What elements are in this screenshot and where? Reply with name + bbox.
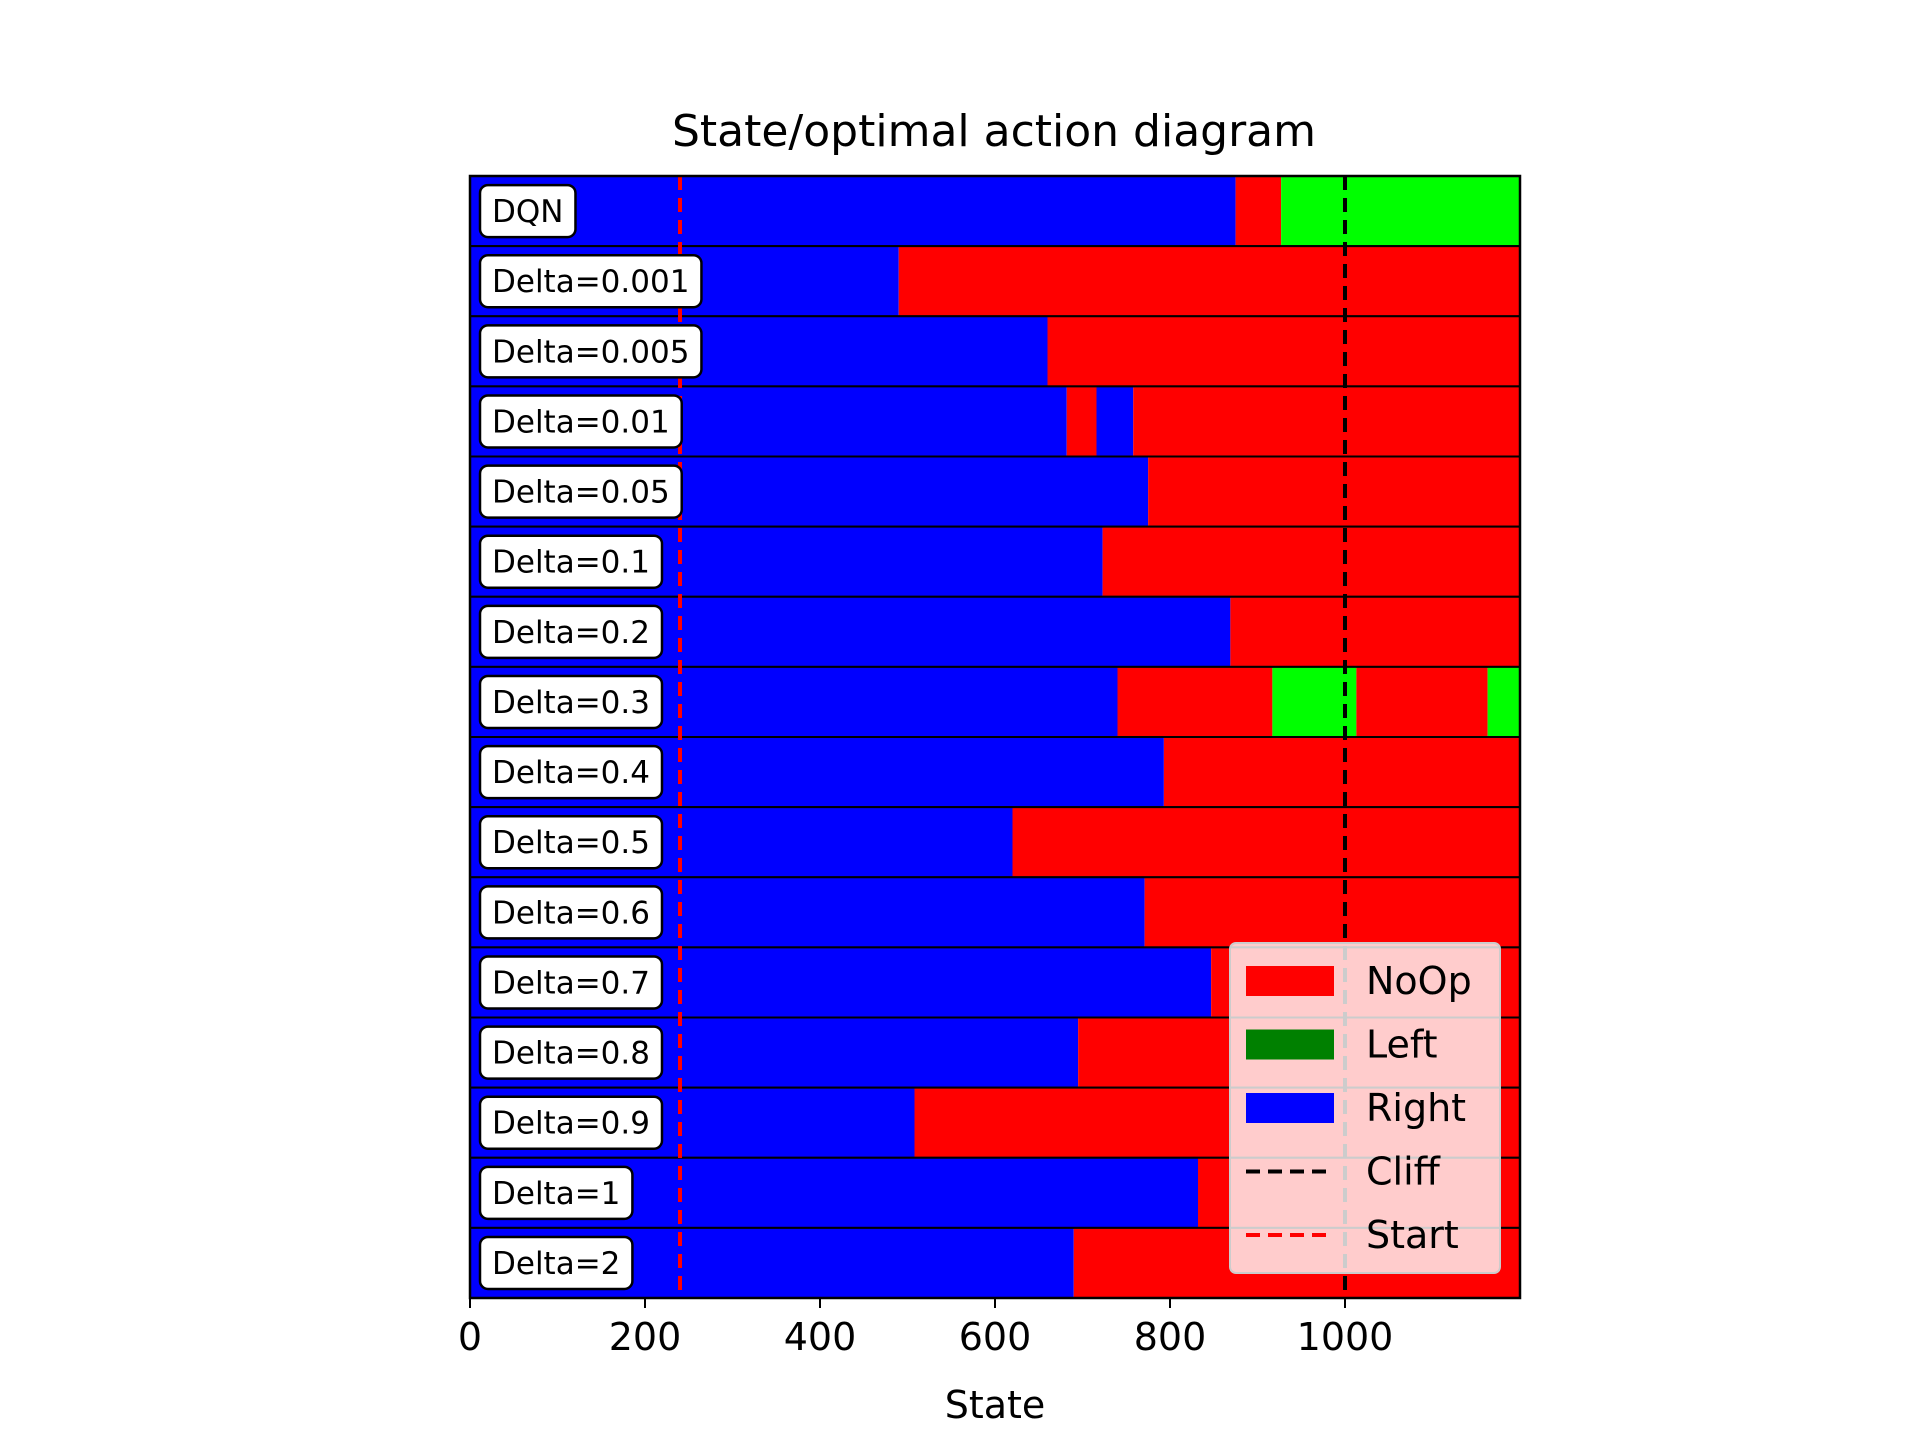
row-label-box — [478, 1095, 664, 1150]
row-label-text: Delta=0.5 — [492, 825, 650, 861]
row-label: Delta=0.3 — [478, 674, 664, 730]
row-label-box — [478, 394, 683, 449]
segment-noop — [1163, 737, 1520, 808]
row-label-box — [478, 1165, 634, 1221]
segment-left — [1272, 666, 1357, 737]
chart-title: State/optimal action diagram — [672, 106, 1316, 157]
segment-left — [1487, 666, 1520, 737]
legend-swatch — [1246, 966, 1334, 996]
row-label-box — [478, 324, 703, 379]
row-label: Delta=0.01 — [478, 394, 683, 449]
segment-right — [470, 176, 1236, 247]
legend-swatch — [1246, 1093, 1334, 1123]
row-label-box — [478, 955, 664, 1010]
row-label-box — [478, 534, 664, 589]
legend-box — [1229, 942, 1501, 1274]
segment-noop — [1117, 666, 1273, 737]
row-label: Delta=0.05 — [478, 464, 683, 519]
segment-noop — [898, 246, 1520, 317]
row-label: Delta=0.6 — [478, 885, 664, 940]
segment-noop — [1047, 316, 1520, 387]
row-label-box — [478, 183, 577, 239]
row-label: Delta=1 — [478, 1165, 634, 1221]
x-tick-label: 200 — [609, 1315, 682, 1359]
row-label-text: Delta=0.2 — [492, 615, 650, 651]
row-label: Delta=2 — [478, 1235, 634, 1291]
row-label-text: Delta=0.001 — [492, 264, 689, 300]
segment-right — [1096, 386, 1134, 457]
legend: NoOp Left Right Cliff Start — [1229, 942, 1501, 1274]
legend-item-left: Left — [1246, 1023, 1438, 1067]
row-label-text: Delta=0.005 — [492, 334, 689, 370]
x-tick-label: 0 — [458, 1315, 482, 1359]
x-tick-label: 800 — [1134, 1315, 1207, 1359]
x-axis: 0 200 400 600 800 1000 — [458, 1298, 1393, 1359]
row-label-box — [478, 253, 703, 309]
segment-noop — [1356, 666, 1488, 737]
segment-noop — [1102, 526, 1520, 597]
row-label-box — [478, 604, 664, 660]
legend-swatch — [1246, 1029, 1334, 1060]
x-tick-label: 600 — [959, 1315, 1032, 1359]
legend-item-start: Start — [1246, 1213, 1459, 1257]
legend-label: Start — [1366, 1213, 1459, 1257]
row-label: DQN — [478, 183, 577, 239]
row-label-box — [478, 1235, 634, 1291]
row-label-text: Delta=0.01 — [492, 404, 670, 440]
legend-item-noop: NoOp — [1246, 959, 1472, 1003]
legend-item-right: Right — [1246, 1086, 1466, 1130]
segment-noop — [1133, 386, 1520, 457]
row-label: Delta=0.2 — [478, 604, 664, 660]
segment-noop — [1235, 176, 1282, 247]
segment-noop — [1230, 596, 1520, 667]
legend-label: Left — [1366, 1023, 1438, 1067]
row-label-text: Delta=0.4 — [492, 755, 650, 791]
row-label-text: Delta=0.6 — [492, 895, 650, 931]
legend-label: Right — [1366, 1086, 1466, 1130]
row-label-text: Delta=0.05 — [492, 475, 670, 511]
legend-label: NoOp — [1366, 959, 1472, 1003]
row-label: Delta=0.001 — [478, 253, 703, 309]
segment-noop — [1144, 877, 1520, 948]
legend-item-cliff: Cliff — [1246, 1150, 1441, 1194]
legend-label: Cliff — [1366, 1150, 1441, 1194]
row-label-text: Delta=0.3 — [492, 685, 650, 721]
row-label: Delta=0.005 — [478, 324, 703, 379]
row-label: Delta=0.5 — [478, 814, 664, 870]
row-label-text: Delta=2 — [492, 1246, 620, 1282]
row-labels-layer: DQN Delta=0.001 Delta=0.005 Delta=0.01 Delta… — [478, 183, 703, 1291]
row-label: Delta=0.1 — [478, 534, 664, 589]
row-label-box — [478, 814, 664, 870]
row-label-text: Delta=0.8 — [492, 1036, 650, 1072]
x-tick-label: 1000 — [1297, 1315, 1394, 1359]
row-label: Delta=0.9 — [478, 1095, 664, 1150]
row-0 — [469, 175, 1521, 248]
row-label-box — [478, 1025, 664, 1080]
row-label-text: Delta=0.7 — [492, 965, 650, 1001]
row-label-text: Delta=0.9 — [492, 1106, 650, 1142]
row-label: Delta=0.8 — [478, 1025, 664, 1080]
row-label-text: Delta=0.1 — [492, 545, 650, 581]
x-tick-label: 400 — [784, 1315, 857, 1359]
row-label-box — [478, 464, 683, 519]
x-axis-label: State — [945, 1383, 1046, 1427]
row-label: Delta=0.7 — [478, 955, 664, 1010]
row-label-box — [478, 885, 664, 940]
segment-noop — [1012, 807, 1520, 878]
segment-noop — [1148, 456, 1520, 527]
row-label-text: Delta=1 — [492, 1176, 620, 1212]
segment-noop — [1066, 386, 1097, 457]
row-label-box — [478, 674, 664, 730]
row-label: Delta=0.4 — [478, 744, 664, 800]
row-label-text: DQN — [492, 194, 563, 230]
row-label-box — [478, 744, 664, 800]
segment-left — [1281, 176, 1520, 247]
